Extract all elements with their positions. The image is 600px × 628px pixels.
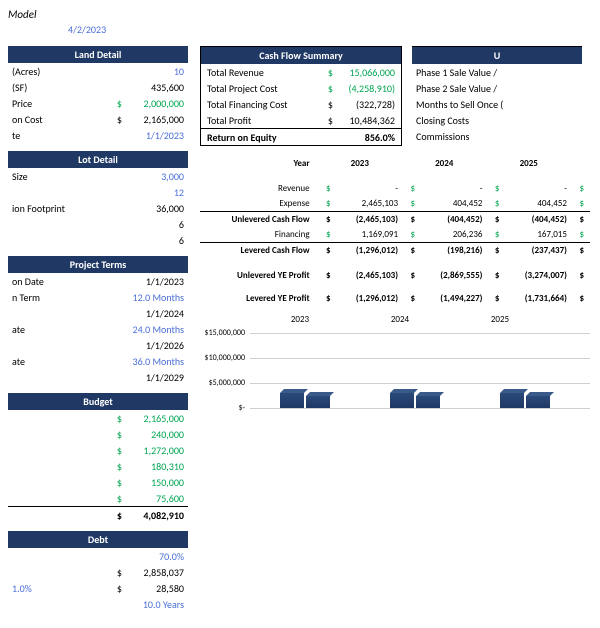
chart: 202320242025 $15,000,000$10,000,000$5,00… [200,314,590,444]
data-row: 1/1/2024 [8,305,188,321]
unit-row: Commissions [412,128,582,144]
project-terms-section: Project Terms on Date1/1/2023n Term12.0 … [8,256,188,385]
budget-header: Budget [8,393,188,410]
budget-row: $1,272,000 [8,442,188,458]
budget-total: 4,082,910 [124,509,184,522]
data-row: 10.0 Years [8,596,188,612]
data-row: on Cost$2,165,000 [8,111,188,127]
budget-row: $240,000 [8,426,188,442]
data-row: ate24.0 Months [8,321,188,337]
data-row: on Date1/1/2023 [8,273,188,289]
data-row: 12 [8,184,188,200]
data-row: 1.0%$28,580 [8,580,188,596]
data-row: ion Footprint36,000 [8,200,188,216]
data-row: n Term12.0 Months [8,289,188,305]
data-row: te1/1/2023 [8,127,188,143]
data-row: 1/1/2029 [8,369,188,385]
land-detail-header: Land Detail [8,46,188,63]
unit-section: U Phase 1 Sale Value /Phase 2 Sale Value… [412,46,582,146]
roe-val: 856.0% [335,131,395,144]
data-row: 6 [8,232,188,248]
roe-label: Return on Equity [207,131,335,144]
budget-row: $75,600 [8,490,188,506]
debt-header: Debt [8,531,188,548]
budget-total-row: $ 4,082,910 [8,506,188,523]
cashflow-header: Cash Flow Summary [201,47,401,64]
data-row: 6 [8,216,188,232]
lot-detail-section: Lot Detail Size3,00012ion Footprint36,00… [8,151,188,248]
budget-row: $2,165,000 [8,410,188,426]
project-terms-header: Project Terms [8,256,188,273]
data-row: Total Project Cost$(4,258,910) [201,80,401,96]
data-row: Total Profit$10,484,362 [201,112,401,128]
unit-row: Phase 2 Sale Value / [412,80,582,96]
budget-section: Budget $2,165,000$240,000$1,272,000$180,… [8,393,188,523]
data-row: ate36.0 Months [8,353,188,369]
data-row: Size3,000 [8,168,188,184]
unit-header: U [412,47,582,64]
data-row: 70.0% [8,548,188,564]
budget-row: $180,310 [8,458,188,474]
data-row: Price$2,000,000 [8,95,188,111]
data-row: (SF)435,600 [8,79,188,95]
yearly-table: Year202320242025Revenue$-$-$-$Expense$2,… [200,156,590,306]
roe-row: Return on Equity 856.0% [201,128,401,145]
data-row: (Acres)10 [8,63,188,79]
unit-row: Closing Costs [412,112,582,128]
budget-row: $150,000 [8,474,188,490]
data-row: Total Revenue$15,066,000 [201,64,401,80]
unit-row: Phase 1 Sale Value / [412,64,582,80]
model-date: 4/2/2023 [68,23,592,36]
cashflow-summary: Cash Flow Summary Total Revenue$15,066,0… [200,46,402,146]
unit-row: Months to Sell Once ( [412,96,582,112]
model-title: Model [8,8,592,21]
lot-detail-header: Lot Detail [8,151,188,168]
data-row: Total Financing Cost$(322,728) [201,96,401,112]
land-detail-section: Land Detail (Acres)10(SF)435,600Price$2,… [8,46,188,143]
data-row: 1/1/2026 [8,337,188,353]
data-row: $2,858,037 [8,564,188,580]
